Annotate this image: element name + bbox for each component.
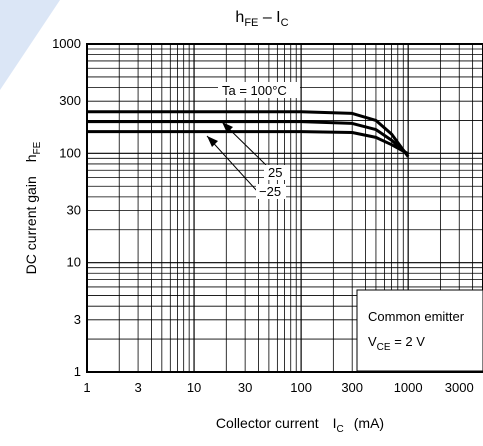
chart-title: hFE – IC <box>235 9 288 29</box>
x-tick-label: 100 <box>290 380 312 395</box>
x-tick-label: 3 <box>134 380 141 395</box>
x-tick-label: 1 <box>83 380 90 395</box>
y-axis-title: DC current gainhFE <box>23 141 43 274</box>
series-lines <box>87 110 410 158</box>
x-tick-label: 30 <box>238 380 252 395</box>
x-tick-label: 10 <box>187 380 201 395</box>
x-axis-title: Collector current IC (mA) <box>216 415 384 435</box>
x-tick-label: 3000 <box>445 380 474 395</box>
y-tick-label: 100 <box>59 145 81 160</box>
label-25: 25 <box>268 165 282 180</box>
label-25-bg <box>264 165 290 180</box>
arrow-m25-line <box>206 135 259 193</box>
y-tick-label: 300 <box>59 93 81 108</box>
conditions-line1: Common emitter <box>368 309 465 324</box>
series-line-0 <box>87 110 410 158</box>
x-tick-label: 300 <box>341 380 363 395</box>
x-tick-label: 1000 <box>394 380 423 395</box>
plot-frame <box>86 43 483 373</box>
ta-label: Ta = 100°C <box>222 83 287 98</box>
ta-label-bg <box>218 82 300 98</box>
y-tick-label: 10 <box>67 255 81 270</box>
series-line-1 <box>87 120 410 156</box>
arrow-25-head <box>222 122 233 133</box>
conditions-box <box>356 289 483 372</box>
y-tick-label: 3 <box>74 312 81 327</box>
y-tick-label: 30 <box>67 203 81 218</box>
label-m25: −25 <box>259 184 281 199</box>
series-line-2 <box>87 130 409 156</box>
tick-labels: 1 3 10 30 100 300 1000 3000 1 3 10 30 100 300 1000 <box>52 36 474 395</box>
conditions-vce: VCE = 2 V <box>368 334 425 353</box>
label-m25-bg <box>256 184 286 199</box>
y-tick-label: 1 <box>74 364 81 379</box>
y-tick-label: 1000 <box>52 36 81 51</box>
arrow-m25-head <box>207 136 218 147</box>
watermark-shape <box>0 0 60 90</box>
